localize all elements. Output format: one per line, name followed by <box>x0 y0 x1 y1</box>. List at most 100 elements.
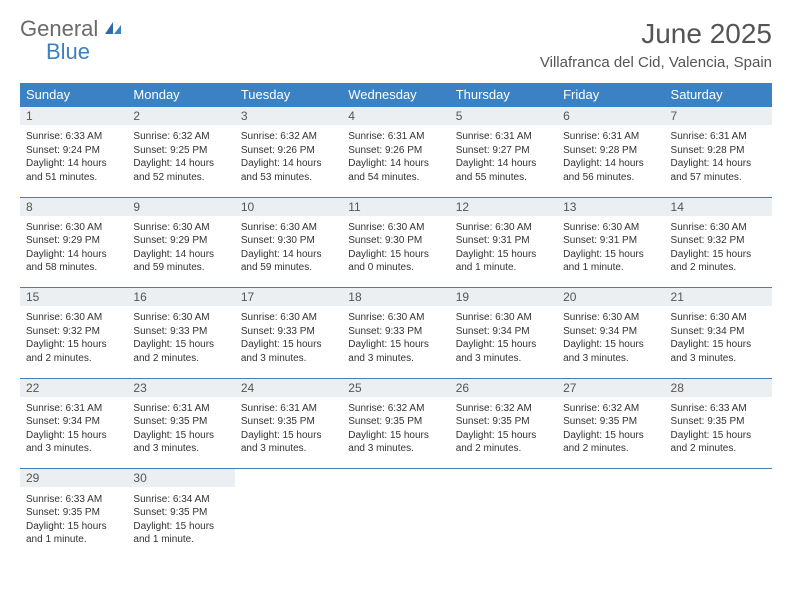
day-cell: Sunrise: 6:31 AMSunset: 9:35 PMDaylight:… <box>235 397 342 469</box>
day-cell: Sunrise: 6:30 AMSunset: 9:29 PMDaylight:… <box>20 216 127 288</box>
sunrise-text: Sunrise: 6:31 AM <box>456 130 551 144</box>
day-cell: Sunrise: 6:31 AMSunset: 9:35 PMDaylight:… <box>127 397 234 469</box>
week-content-row: Sunrise: 6:31 AMSunset: 9:34 PMDaylight:… <box>20 397 772 469</box>
calendar-table: Sunday Monday Tuesday Wednesday Thursday… <box>20 83 772 559</box>
daylight-line1: Daylight: 15 hours <box>133 429 228 443</box>
sunrise-text: Sunrise: 6:31 AM <box>241 402 336 416</box>
day-cell <box>450 487 557 559</box>
daylight-line2: and 2 minutes. <box>671 261 766 275</box>
day-number: 18 <box>342 288 449 307</box>
daylight-line2: and 3 minutes. <box>348 442 443 456</box>
day-number: 21 <box>665 288 772 307</box>
daylight-line1: Daylight: 15 hours <box>348 338 443 352</box>
day-number: 16 <box>127 288 234 307</box>
daylight-line1: Daylight: 14 hours <box>241 157 336 171</box>
day-number: 9 <box>127 197 234 216</box>
day-cell: Sunrise: 6:33 AMSunset: 9:35 PMDaylight:… <box>665 397 772 469</box>
day-cell: Sunrise: 6:30 AMSunset: 9:31 PMDaylight:… <box>557 216 664 288</box>
daylight-line1: Daylight: 15 hours <box>133 338 228 352</box>
sunrise-text: Sunrise: 6:31 AM <box>26 402 121 416</box>
daylight-line2: and 3 minutes. <box>26 442 121 456</box>
sunset-text: Sunset: 9:26 PM <box>348 144 443 158</box>
day-number <box>342 469 449 488</box>
day-cell: Sunrise: 6:32 AMSunset: 9:35 PMDaylight:… <box>557 397 664 469</box>
month-title: June 2025 <box>540 18 772 50</box>
daylight-line2: and 56 minutes. <box>563 171 658 185</box>
sunrise-text: Sunrise: 6:30 AM <box>563 311 658 325</box>
day-number: 15 <box>20 288 127 307</box>
day-cell: Sunrise: 6:31 AMSunset: 9:34 PMDaylight:… <box>20 397 127 469</box>
daylight-line2: and 1 minute. <box>456 261 551 275</box>
sunset-text: Sunset: 9:30 PM <box>241 234 336 248</box>
sunset-text: Sunset: 9:33 PM <box>241 325 336 339</box>
dayhead-mon: Monday <box>127 83 234 107</box>
day-cell: Sunrise: 6:30 AMSunset: 9:33 PMDaylight:… <box>235 306 342 378</box>
dayhead-fri: Friday <box>557 83 664 107</box>
daylight-line2: and 3 minutes. <box>456 352 551 366</box>
sunset-text: Sunset: 9:28 PM <box>563 144 658 158</box>
week-content-row: Sunrise: 6:33 AMSunset: 9:35 PMDaylight:… <box>20 487 772 559</box>
daylight-line2: and 54 minutes. <box>348 171 443 185</box>
dayhead-tue: Tuesday <box>235 83 342 107</box>
day-cell: Sunrise: 6:32 AMSunset: 9:35 PMDaylight:… <box>450 397 557 469</box>
daylight-line2: and 1 minute. <box>133 533 228 547</box>
day-number: 8 <box>20 197 127 216</box>
sunrise-text: Sunrise: 6:30 AM <box>671 311 766 325</box>
sunset-text: Sunset: 9:34 PM <box>456 325 551 339</box>
day-number: 30 <box>127 469 234 488</box>
sunset-text: Sunset: 9:29 PM <box>133 234 228 248</box>
sunset-text: Sunset: 9:31 PM <box>563 234 658 248</box>
daylight-line2: and 3 minutes. <box>563 352 658 366</box>
sunrise-text: Sunrise: 6:31 AM <box>348 130 443 144</box>
sunset-text: Sunset: 9:34 PM <box>563 325 658 339</box>
day-cell: Sunrise: 6:30 AMSunset: 9:34 PMDaylight:… <box>665 306 772 378</box>
daylight-line1: Daylight: 15 hours <box>133 520 228 534</box>
day-number: 7 <box>665 107 772 126</box>
sunrise-text: Sunrise: 6:33 AM <box>26 130 121 144</box>
day-number: 27 <box>557 378 664 397</box>
daylight-line1: Daylight: 14 hours <box>26 157 121 171</box>
day-cell <box>665 487 772 559</box>
day-number: 4 <box>342 107 449 126</box>
sunset-text: Sunset: 9:35 PM <box>671 415 766 429</box>
day-cell <box>235 487 342 559</box>
sunset-text: Sunset: 9:35 PM <box>456 415 551 429</box>
sunrise-text: Sunrise: 6:32 AM <box>348 402 443 416</box>
daylight-line1: Daylight: 15 hours <box>563 338 658 352</box>
daylight-line2: and 3 minutes. <box>348 352 443 366</box>
sail-icon <box>103 20 123 41</box>
daylight-line1: Daylight: 15 hours <box>26 429 121 443</box>
sunset-text: Sunset: 9:32 PM <box>26 325 121 339</box>
day-number: 3 <box>235 107 342 126</box>
sunrise-text: Sunrise: 6:31 AM <box>563 130 658 144</box>
dayhead-wed: Wednesday <box>342 83 449 107</box>
day-cell: Sunrise: 6:31 AMSunset: 9:28 PMDaylight:… <box>665 125 772 197</box>
daylight-line1: Daylight: 15 hours <box>456 248 551 262</box>
sunset-text: Sunset: 9:30 PM <box>348 234 443 248</box>
day-number: 6 <box>557 107 664 126</box>
sunset-text: Sunset: 9:26 PM <box>241 144 336 158</box>
daylight-line1: Daylight: 14 hours <box>133 157 228 171</box>
daylight-line1: Daylight: 15 hours <box>671 338 766 352</box>
day-number: 12 <box>450 197 557 216</box>
daylight-line1: Daylight: 15 hours <box>563 248 658 262</box>
day-cell: Sunrise: 6:30 AMSunset: 9:30 PMDaylight:… <box>342 216 449 288</box>
day-cell: Sunrise: 6:30 AMSunset: 9:31 PMDaylight:… <box>450 216 557 288</box>
day-cell: Sunrise: 6:32 AMSunset: 9:35 PMDaylight:… <box>342 397 449 469</box>
sunrise-text: Sunrise: 6:32 AM <box>133 130 228 144</box>
daylight-line2: and 3 minutes. <box>241 352 336 366</box>
day-number: 25 <box>342 378 449 397</box>
sunrise-text: Sunrise: 6:30 AM <box>26 311 121 325</box>
daylight-line1: Daylight: 14 hours <box>348 157 443 171</box>
daylight-line2: and 2 minutes. <box>133 352 228 366</box>
daylight-line2: and 1 minute. <box>563 261 658 275</box>
daylight-line1: Daylight: 15 hours <box>671 248 766 262</box>
daylight-line2: and 51 minutes. <box>26 171 121 185</box>
daylight-line1: Daylight: 15 hours <box>563 429 658 443</box>
daylight-line2: and 59 minutes. <box>241 261 336 275</box>
page-header: General Blue June 2025 Villafranca del C… <box>0 0 792 77</box>
sunset-text: Sunset: 9:28 PM <box>671 144 766 158</box>
daylight-line2: and 2 minutes. <box>456 442 551 456</box>
dayhead-thu: Thursday <box>450 83 557 107</box>
sunset-text: Sunset: 9:33 PM <box>133 325 228 339</box>
